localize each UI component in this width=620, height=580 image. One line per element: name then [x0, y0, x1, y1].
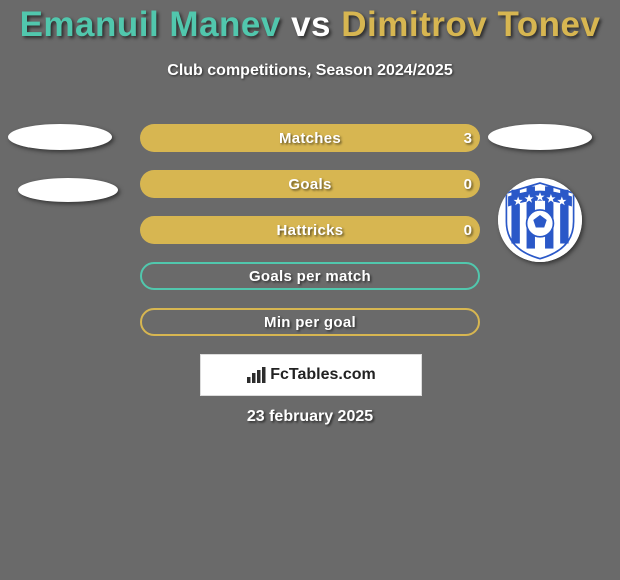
player2-name: Dimitrov Tonev — [341, 5, 600, 44]
crest-svg — [498, 178, 582, 262]
stat-row-min-per-goal: Min per goal — [140, 308, 480, 336]
bar-chart-icon — [246, 366, 266, 384]
comparison-card: Emanuil Manev vs Dimitrov Tonev Club com… — [0, 0, 620, 580]
stat-row-goals: Goals 0 — [140, 170, 480, 198]
club-crest — [498, 178, 582, 262]
stat-label: Matches — [279, 130, 341, 147]
brand-attribution[interactable]: FcTables.com — [200, 354, 422, 396]
stat-label: Min per goal — [264, 314, 356, 331]
player1-badge-placeholder — [8, 124, 112, 150]
brand-text: FcTables.com — [270, 366, 376, 384]
stat-row-hattricks: Hattricks 0 — [140, 216, 480, 244]
player1-badge-placeholder — [18, 178, 118, 202]
generated-date: 23 february 2025 — [0, 408, 620, 426]
subtitle: Club competitions, Season 2024/2025 — [0, 62, 620, 80]
stat-label: Goals per match — [249, 268, 371, 285]
player1-name: Emanuil Manev — [20, 5, 281, 44]
stat-row-matches: Matches 3 — [140, 124, 480, 152]
page-title: Emanuil Manev vs Dimitrov Tonev — [0, 5, 620, 45]
stat-label: Goals — [288, 176, 331, 193]
stat-row-goals-per-match: Goals per match — [140, 262, 480, 290]
player2-badge-bg — [488, 124, 592, 150]
stat-value-right: 3 — [442, 124, 472, 152]
stat-value-right: 0 — [442, 170, 472, 198]
stat-label: Hattricks — [277, 222, 344, 239]
vs-text: vs — [291, 5, 331, 44]
stat-value-right: 0 — [442, 216, 472, 244]
